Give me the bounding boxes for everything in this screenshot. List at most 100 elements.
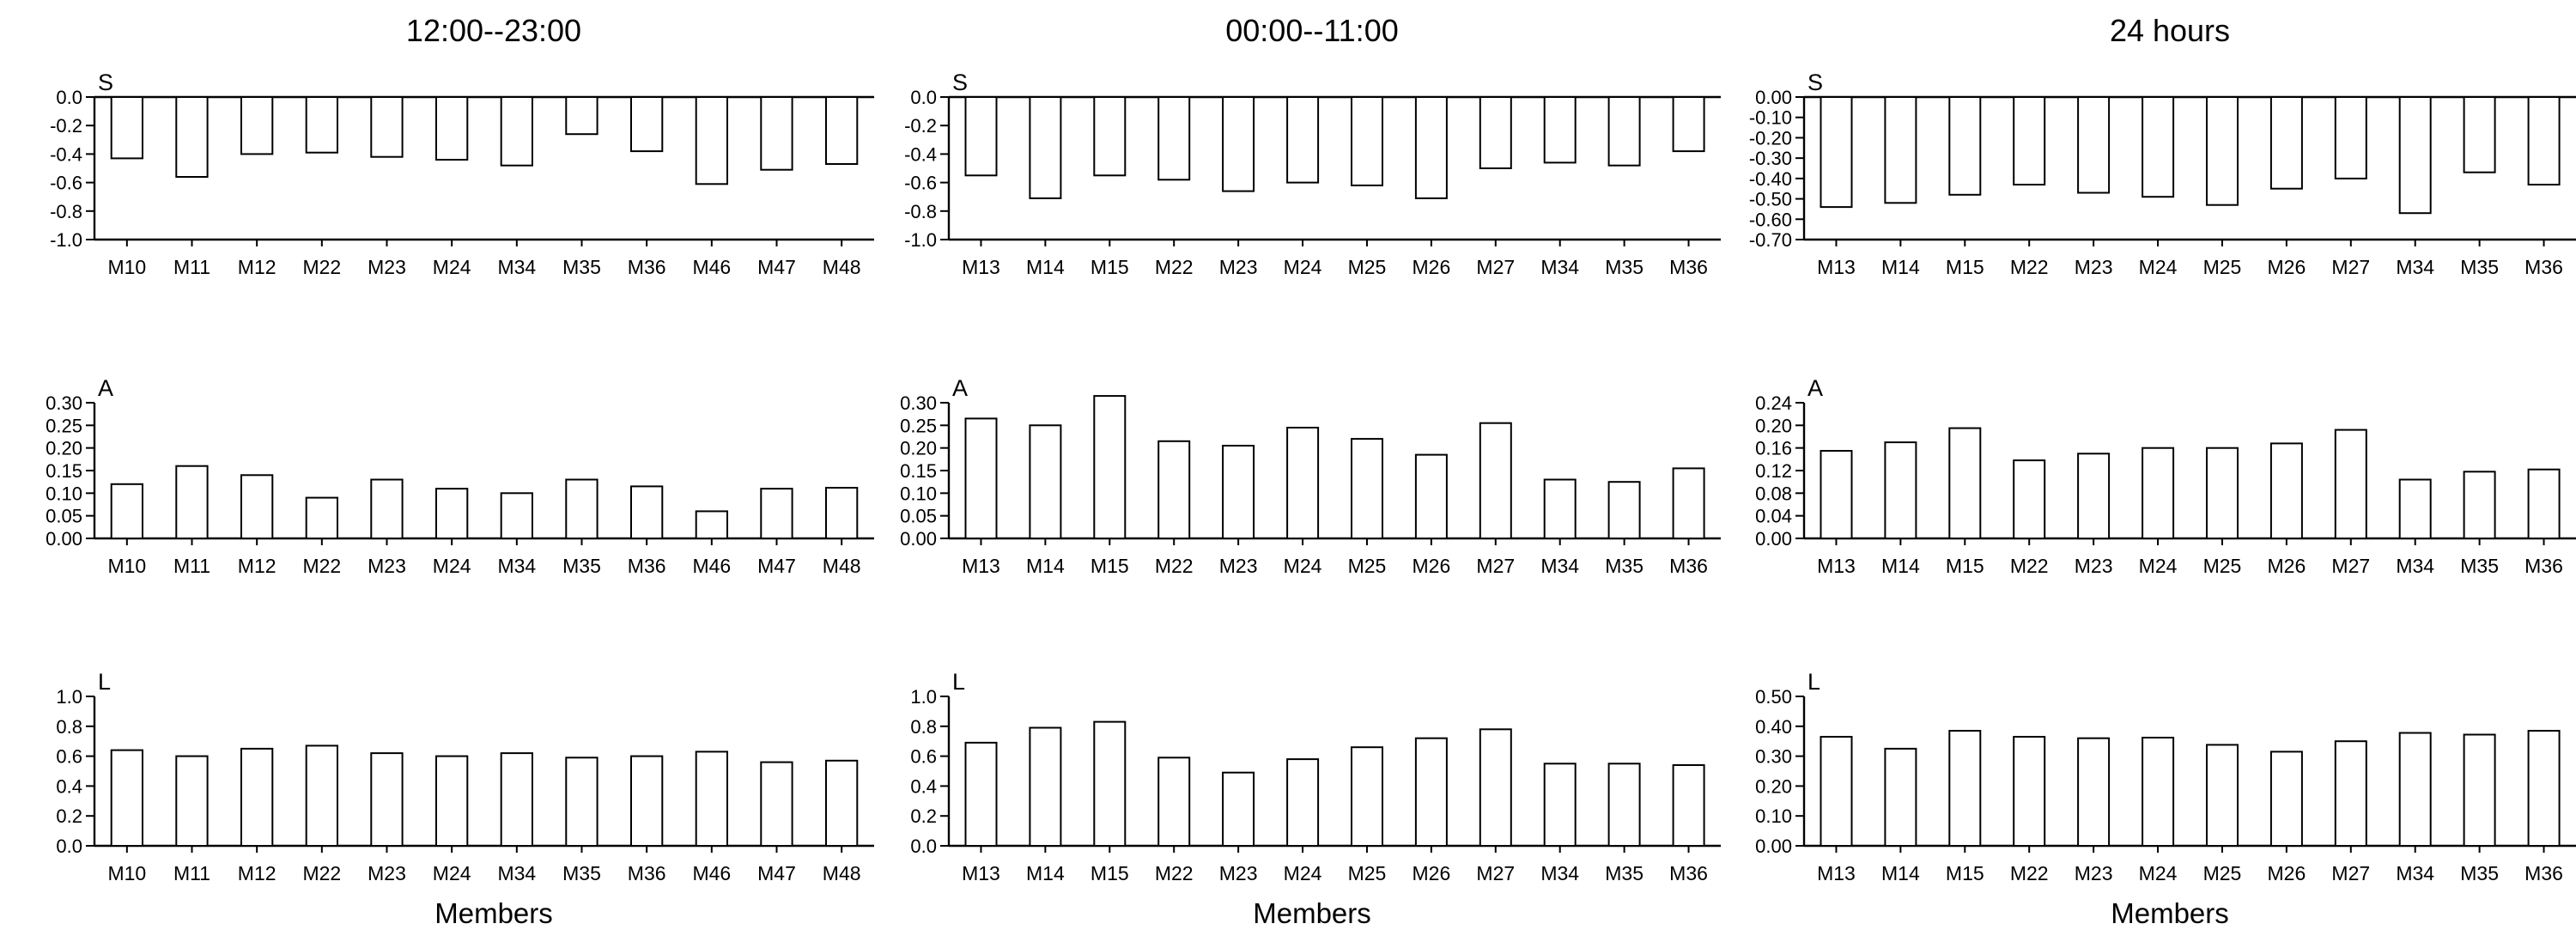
panel-l-1-category-m47: M47 [757,862,796,884]
panel-l-3-ytick-label: 0.50 [1755,686,1792,708]
panel-l-3-bar-m23 [2077,737,2111,848]
panel-a-2-bar-m36 [1672,467,1705,540]
panel-s-2-category-m13: M13 [962,256,1000,278]
panel-s-3-category-m13: M13 [1817,256,1856,278]
panel-l-3-ytick-label: 0.00 [1755,836,1792,857]
panel-s-1-label: S [98,70,113,95]
panel-s-2-bar-m34 [1543,96,1577,164]
panel-a-3-category-m23: M23 [2075,555,2113,577]
panel-a-2-ytick-label: 0.20 [900,438,937,459]
panel-s-1-category-m22: M22 [302,256,341,278]
panel-a-3-label: A [1807,375,1823,401]
panel-s-3-bar-m24 [2142,96,2175,198]
panel-s-3-bar-m25 [2206,96,2239,206]
panel-l-1-ytick-label: 0.8 [56,716,82,738]
panel-s-1-category-m46: M46 [692,256,731,278]
panel-l-3-ytick-label: 0.20 [1755,775,1792,797]
panel-s-3-bar-m22 [2013,96,2046,185]
panel-a-1-category-m34: M34 [497,555,536,577]
panel-s-2-ytick-label: -0.8 [904,201,937,222]
panel-l-2: 0.0 0.2 0.4 0.6 0.8 1.0 L M13 M14 M15 M22 M23 M24 M25… [910,669,1721,884]
panel-a-3-bar-m27 [2334,428,2367,540]
panel-s-1-bar-m10 [110,96,143,160]
panel-s-1-bar-m34 [500,96,534,167]
panel-a-3-category-m25: M25 [2203,555,2242,577]
panel-l-1-category-m46: M46 [692,862,731,884]
panel-a-1: 0.000.050.100.150.200.250.30 A M10 M11 M12 M2… [46,375,874,577]
panel-l-2-ytick-label: 0.4 [910,775,937,797]
panel-l-2-ytick-label: 0.8 [910,716,937,738]
panel-a-3-category-m22: M22 [2010,555,2049,577]
panel-s-1-bar-m47 [760,96,793,171]
panel-s-3-ytick-label: -0.40 [1749,168,1792,190]
panel-l-2-category-m23: M23 [1219,862,1258,884]
panel-l-3-category-m22: M22 [2010,862,2049,884]
panel-s-3-ytick-label: -0.60 [1749,209,1792,230]
x-axis-label-1: Members [434,897,553,929]
panel-l-3-bar-m27 [2334,740,2367,848]
panel-a-3-category-m26: M26 [2268,555,2306,577]
panel-a-1-ytick-label: 0.20 [46,438,82,459]
panel-s-3-bar-m27 [2334,96,2367,179]
panel-a-1-ytick-label: 0.25 [46,415,82,436]
panel-s-2-category-m22: M22 [1155,256,1194,278]
panel-a-1-bar-m36 [630,485,664,540]
panel-a-2-bar-m26 [1414,453,1448,539]
panel-l-3-category-m36: M36 [2524,862,2563,884]
panel-a-2-bar-m13 [964,417,998,539]
panel-s-3-category-m35: M35 [2460,256,2499,278]
panel-s-3-bar-m35 [2463,96,2496,173]
panel-l-2-category-m22: M22 [1155,862,1194,884]
panel-s-3-ytick-label: -0.20 [1749,127,1792,149]
panel-s-1-bar-m12 [240,96,274,155]
panel-s-1-category-m11: M11 [173,256,210,278]
panel-a-2-bar-m22 [1157,440,1191,539]
panel-s-1-category-m36: M36 [628,256,666,278]
panel-s-2-bar-m27 [1479,96,1512,169]
panel-s-1-category-m35: M35 [562,256,601,278]
panel-a-2-bar-m25 [1351,438,1383,540]
panel-s-2-bar-m15 [1093,96,1127,177]
panel-a-3-category-m34: M34 [2396,555,2434,577]
panel-s-3-bar-m26 [2269,96,2303,190]
panel-a-1-bar-m10 [110,483,143,539]
column-title-1: 12:00--23:00 [406,13,581,48]
panel-l-3-category-m15: M15 [1946,862,1984,884]
panel-a-3-bar-m22 [2013,459,2046,539]
panel-a-2: 0.000.050.100.150.200.250.30 A M13 M14 M15 M2… [900,375,1721,577]
panel-s-1-bar-m11 [175,96,209,178]
panel-a-2-ytick-label: 0.00 [900,528,937,550]
panel-s-1-bar-m48 [825,96,859,165]
panel-l-3-label: L [1807,669,1820,695]
panel-s-1-category-m12: M12 [238,256,276,278]
panel-s-3-ytick-label: 0.00 [1755,87,1792,108]
panel-s-3-category-m36: M36 [2524,256,2563,278]
panel-s-1-bar-m46 [695,96,729,185]
panel-a-2-label: A [952,375,968,401]
panel-a-1-category-m36: M36 [628,555,666,577]
panel-a-3-ytick-label: 0.12 [1755,460,1792,482]
panel-s-3-category-m24: M24 [2139,256,2178,278]
panel-s-2-bar-m24 [1286,96,1320,184]
panel-l-3-bar-m22 [2013,736,2046,847]
panel-a-2-bar-m24 [1286,427,1320,539]
panel-a-3-bar-m23 [2077,453,2111,540]
panel-s-2-bar-m23 [1222,96,1255,192]
panel-a-2-category-m23: M23 [1219,555,1258,577]
panel-l-1-bar-m35 [565,757,598,847]
panel-a-3-bar-m36 [2527,468,2561,540]
panel-s-1: 0.0 -0.2 -0.4 -0.6 -0.8 -1.0 S M10 M11 M12 M22 M23 M… [50,70,874,278]
panel-a-3-ytick-label: 0.08 [1755,483,1792,504]
panel-s-3-label: S [1807,70,1823,95]
panel-a-2-category-m27: M27 [1476,555,1515,577]
panel-l-1-category-m34: M34 [497,862,536,884]
panel-a-1-label: A [98,375,113,401]
panel-s-2-bar-m36 [1672,96,1705,153]
panel-s-3-category-m25: M25 [2203,256,2242,278]
panel-l-2-category-m25: M25 [1348,862,1387,884]
panel-a-2-ytick-label: 0.15 [900,460,937,482]
panel-a-1-ytick-label: 0.05 [46,506,82,527]
panel-l-3-category-m35: M35 [2460,862,2499,884]
panel-a-1-category-m23: M23 [368,555,406,577]
panel-a-2-bar-m35 [1607,481,1641,540]
